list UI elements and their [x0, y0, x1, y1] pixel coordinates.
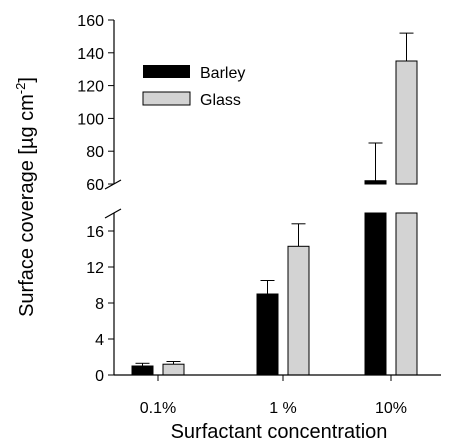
- y-tick-label-upper-3: 120: [77, 79, 104, 96]
- y-tick-label-upper-0: 60: [86, 177, 104, 194]
- y-tick-label-lower-2: 8: [95, 296, 104, 313]
- y-axis-title: Surface coverage [µg cm-2]: [13, 77, 38, 317]
- bar-barley-2-lower: [365, 213, 386, 375]
- x-tick-label-0: 0.1%: [140, 400, 176, 417]
- y-tick-label-upper-2: 100: [77, 111, 104, 128]
- bar-glass-0: [163, 364, 184, 375]
- axis-break-mark-bottom: [105, 209, 121, 218]
- y-tick-label-lower-1: 4: [95, 332, 104, 349]
- x-tick-label-2: 10%: [375, 400, 407, 417]
- x-axis-title: Surfactant concentration: [171, 421, 388, 443]
- y-tick-label-upper-4: 140: [77, 46, 104, 63]
- bars-layer: [132, 61, 417, 375]
- bar-glass-1: [288, 246, 309, 375]
- legend-label-barley: Barley: [200, 65, 245, 82]
- y-tick-label-upper-1: 80: [86, 144, 104, 161]
- bar-barley-1: [257, 294, 278, 375]
- bar-glass-2-lower: [396, 213, 417, 375]
- legend: Barley Glass: [143, 65, 245, 109]
- y-tick-label-lower-0: 0: [95, 368, 104, 385]
- bar-barley-0: [132, 366, 153, 375]
- legend-label-glass: Glass: [200, 92, 241, 109]
- x-tick-label-1: 1 %: [269, 400, 297, 417]
- y-tick-label-lower-3: 12: [86, 260, 104, 277]
- y-tick-label-lower-4: 16: [86, 224, 104, 241]
- bar-barley-2-upper: [365, 181, 386, 184]
- bar-glass-2-upper: [396, 61, 417, 184]
- legend-swatch-glass: [143, 92, 190, 105]
- y-tick-label-upper-5: 160: [77, 13, 104, 30]
- legend-swatch-barley: [143, 65, 190, 78]
